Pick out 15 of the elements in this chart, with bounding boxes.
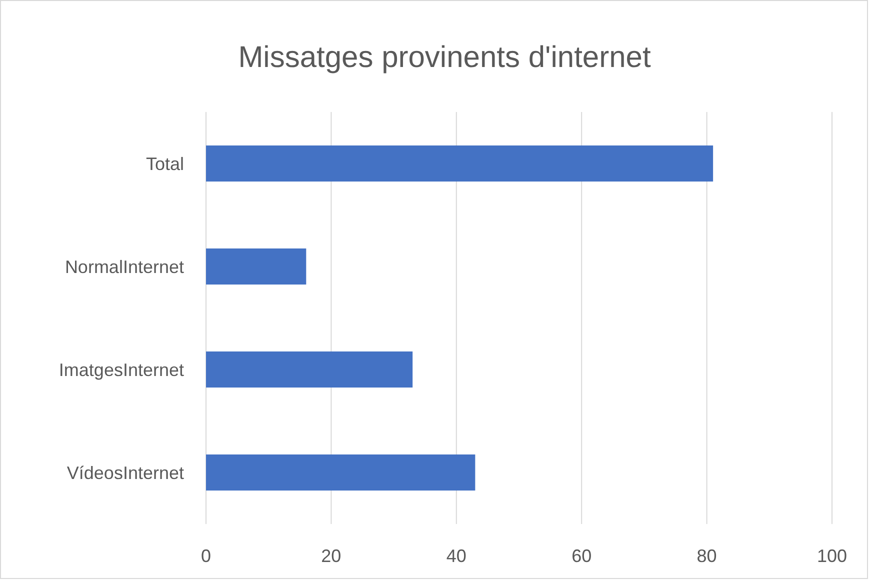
bar xyxy=(206,454,476,491)
x-tick-label: 40 xyxy=(446,546,466,566)
x-tick-label: 60 xyxy=(572,546,592,566)
x-tick-label: 80 xyxy=(696,546,717,566)
y-tick-label: NormalInternet xyxy=(64,256,184,277)
bar xyxy=(206,248,306,285)
bar xyxy=(206,145,714,182)
y-tick-label: Total xyxy=(146,154,184,174)
y-tick-label: VídeosInternet xyxy=(66,462,184,483)
y-tick-label: ImatgesInternet xyxy=(58,360,184,380)
bar xyxy=(206,351,413,388)
x-tick-label: 100 xyxy=(816,546,848,566)
x-tick-label: 0 xyxy=(200,546,212,566)
x-tick-label: 20 xyxy=(321,546,342,566)
chart-title: Missatges provinents d'internet xyxy=(238,41,652,74)
